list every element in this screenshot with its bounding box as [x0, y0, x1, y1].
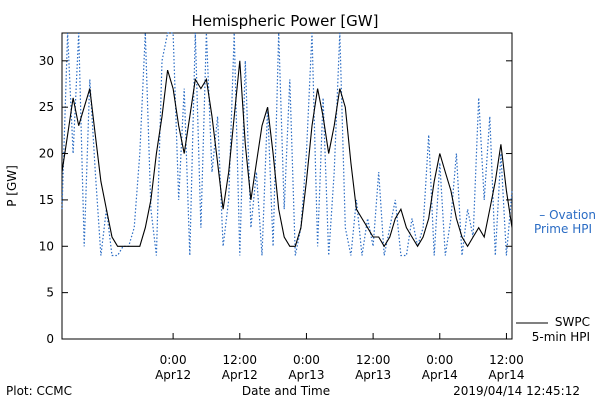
- plot-frame: [61, 32, 513, 340]
- x-tick-label-time: 12:00: [489, 353, 524, 367]
- y-tick-label: 5: [46, 286, 54, 300]
- legend: – Ovation Prime HPI SWPC 5-min HPI: [516, 208, 596, 344]
- footer-plot-source: Plot: CCMC: [6, 384, 72, 398]
- x-tick-label-time: 0:00: [293, 353, 320, 367]
- legend-ovation-line2: Prime HPI: [534, 222, 592, 236]
- y-tick-label: 20: [39, 147, 54, 161]
- y-axis: 0 5 10 15 20 25 30: [39, 54, 512, 346]
- footer-timestamp: 2019/04/14 12:45:12: [453, 384, 580, 398]
- x-tick-label-date: Apr13: [355, 368, 391, 382]
- legend-swpc-line2: 5-min HPI: [532, 330, 590, 344]
- x-tick-label-time: 0:00: [426, 353, 453, 367]
- y-axis-label: P [GW]: [5, 165, 19, 207]
- series-swpc-line: [61, 60, 513, 248]
- x-tick-label-date: Apr14: [422, 368, 458, 382]
- y-tick-label: 25: [39, 100, 54, 114]
- y-tick-label: 30: [39, 54, 54, 68]
- x-tick-label-date: Apr12: [222, 368, 258, 382]
- x-tick-label-time: 12:00: [356, 353, 391, 367]
- x-tick-label-time: 12:00: [222, 353, 257, 367]
- footer-x-axis-label: Date and Time: [242, 384, 330, 398]
- x-tick-label-date: Apr12: [155, 368, 191, 382]
- legend-swpc-line1: SWPC: [555, 315, 590, 329]
- series-layer: [61, 32, 513, 257]
- x-tick-label-date: Apr13: [288, 368, 324, 382]
- y-tick-label: 15: [39, 193, 54, 207]
- x-axis: 0:00Apr1212:00Apr120:00Apr1312:00Apr130:…: [155, 333, 524, 382]
- legend-ovation-line1: – Ovation: [539, 208, 596, 222]
- x-tick-label-time: 0:00: [160, 353, 187, 367]
- x-tick-label-date: Apr14: [488, 368, 524, 382]
- y-tick-label: 10: [39, 239, 54, 253]
- chart-title: Hemispheric Power [GW]: [192, 12, 379, 30]
- series-ovation-line: [61, 32, 513, 257]
- y-tick-label: 0: [46, 332, 54, 346]
